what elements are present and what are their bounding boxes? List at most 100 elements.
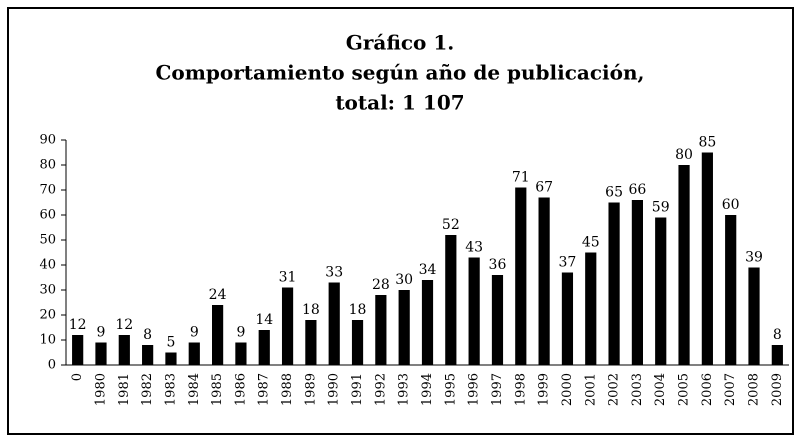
value-label: 85 [698, 135, 716, 151]
bar [678, 165, 690, 365]
value-label: 12 [69, 317, 87, 333]
value-label: 8 [143, 327, 152, 343]
x-tick-label: 1990 [327, 373, 342, 406]
bar [95, 342, 107, 365]
bar [491, 275, 504, 365]
x-tick-label: 1980 [93, 373, 108, 406]
value-label: 9 [190, 325, 199, 341]
x-tick-label: 1994 [420, 373, 435, 406]
value-label: 45 [582, 235, 600, 251]
bar [771, 345, 783, 365]
y-tick-label: 0 [48, 358, 56, 373]
bar [351, 320, 364, 365]
x-tick-label: 1985 [210, 373, 225, 406]
bar [515, 187, 527, 365]
bar [188, 342, 200, 365]
bar [211, 305, 224, 365]
value-label: 43 [465, 240, 483, 256]
x-tick-label: 1988 [280, 373, 295, 406]
x-tick-label: 2000 [560, 373, 575, 406]
bar [305, 320, 317, 365]
value-label: 59 [652, 200, 670, 216]
value-label: 30 [395, 272, 413, 288]
value-label: 5 [166, 335, 175, 351]
value-label: 31 [279, 270, 297, 286]
bar [608, 202, 620, 365]
value-label: 18 [302, 302, 320, 318]
x-tick-label: 1984 [187, 373, 202, 406]
value-label: 9 [236, 325, 245, 341]
x-tick-label: 1998 [513, 373, 528, 406]
x-tick-label: 2005 [677, 373, 692, 406]
y-tick-label: 50 [39, 233, 56, 248]
value-label: 24 [209, 287, 227, 303]
value-label: 28 [372, 277, 390, 293]
x-tick-label: 1997 [490, 373, 505, 406]
bar [561, 272, 574, 365]
value-label: 80 [675, 147, 693, 163]
value-label: 71 [512, 170, 530, 186]
bar [701, 152, 713, 365]
x-tick-label: 1981 [117, 373, 132, 406]
value-label: 36 [489, 257, 507, 273]
value-label: 18 [349, 302, 367, 318]
chart-title: total: 1 107 [335, 91, 464, 115]
bar [118, 335, 130, 365]
value-label: 39 [745, 250, 763, 266]
bar [165, 352, 177, 365]
x-tick-label: 2006 [700, 373, 715, 406]
x-tick-label: 1983 [163, 373, 178, 406]
bar [445, 235, 457, 365]
x-tick-label: 2008 [747, 373, 762, 406]
bar [398, 290, 410, 365]
bar [538, 197, 550, 365]
x-tick-label: 1991 [350, 373, 365, 406]
bar [258, 330, 270, 365]
x-tick-label: 0 [70, 373, 85, 381]
x-tick-label: 2001 [583, 373, 598, 406]
value-label: 33 [325, 265, 343, 281]
y-tick-label: 30 [39, 283, 56, 298]
y-tick-label: 90 [39, 133, 56, 148]
x-tick-label: 1989 [303, 373, 318, 406]
bar [281, 287, 294, 365]
y-tick-label: 20 [39, 308, 56, 323]
bar [748, 267, 760, 365]
bar [142, 345, 154, 365]
bar [328, 282, 340, 365]
y-tick-label: 80 [39, 158, 56, 173]
y-tick-label: 10 [39, 333, 56, 348]
value-label: 14 [255, 312, 273, 328]
x-tick-label: 1986 [233, 373, 248, 406]
bar [72, 335, 84, 365]
x-tick-label: 2004 [653, 373, 668, 406]
value-label: 34 [419, 262, 437, 278]
value-label: 52 [442, 217, 460, 233]
bar [631, 200, 644, 365]
x-tick-label: 1992 [373, 373, 388, 406]
x-tick-label: 1996 [467, 373, 482, 406]
chart-title: Gráfico 1. [346, 31, 454, 55]
value-label: 65 [605, 185, 623, 201]
x-tick-label: 1987 [257, 373, 272, 406]
bar [421, 280, 434, 365]
x-tick-label: 1995 [443, 373, 458, 406]
bar [585, 252, 597, 365]
x-tick-label: 2009 [770, 373, 785, 406]
bar [468, 257, 480, 365]
x-tick-label: 1999 [537, 373, 552, 406]
x-tick-label: 2007 [723, 373, 738, 406]
bar [725, 215, 737, 365]
y-tick-label: 40 [39, 258, 56, 273]
value-label: 9 [97, 325, 106, 341]
value-label: 67 [535, 180, 553, 196]
bar [375, 295, 387, 365]
bar [235, 342, 247, 365]
x-tick-label: 1993 [397, 373, 412, 406]
x-tick-label: 2002 [607, 373, 622, 406]
x-tick-label: 2003 [630, 373, 645, 406]
value-label: 37 [559, 255, 577, 271]
y-tick-label: 60 [39, 208, 56, 223]
bar [655, 217, 667, 365]
